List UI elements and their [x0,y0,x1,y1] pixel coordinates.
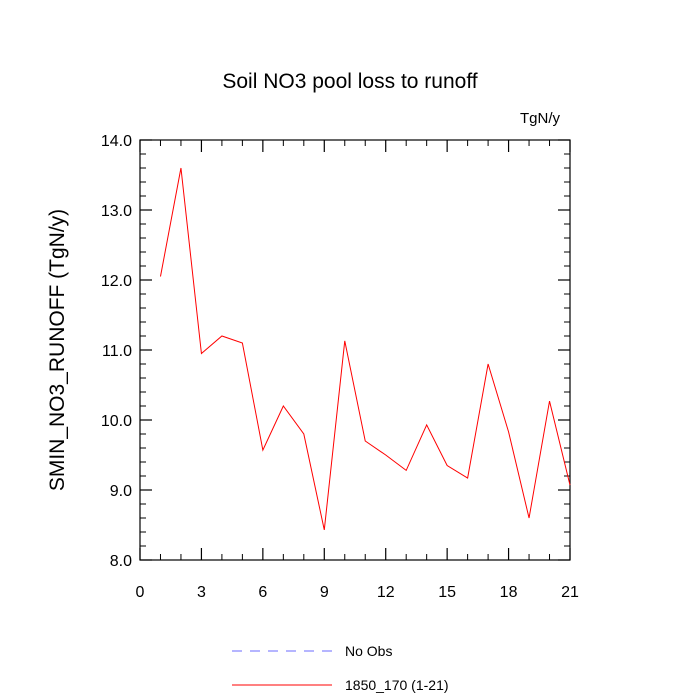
y-tick-label: 10.0 [101,413,132,430]
units-label: TgN/y [520,110,561,127]
x-tick-label: 9 [320,584,329,601]
x-tick-label: 3 [197,584,206,601]
x-tick-label: 0 [136,584,145,601]
plot-frame [139,139,571,561]
y-tick-label: 8.0 [110,553,132,570]
legend-label: 1850_170 (1-21) [345,677,449,693]
y-tick-label: 13.0 [101,203,132,220]
x-tick-label: 21 [561,584,579,601]
x-tick-label: 18 [500,584,518,601]
series-layer [159,167,571,531]
series-line [159,167,571,531]
y-tick-label: 11.0 [102,343,132,360]
x-tick-label: 15 [438,584,456,601]
y-axis-label: SMIN_NO3_RUNOFF (TgN/y) [46,209,69,491]
y-tick-label: 12.0 [101,273,132,290]
y-tick-label: 14.0 [101,133,132,150]
legend-label: No Obs [345,643,392,659]
x-tick-label: 6 [258,584,267,601]
x-tick-label: 12 [377,584,395,601]
legend: No Obs 1850_170 (1-21) [232,643,449,693]
plot-axes: 0 3 6 9 12 15 18 21 8.0 9.0 10.0 11.0 12.0 13.0 14.0 [101,133,579,601]
chart-title: Soil NO3 pool loss to runoff [222,70,477,93]
y-tick-label: 9.0 [110,483,132,500]
